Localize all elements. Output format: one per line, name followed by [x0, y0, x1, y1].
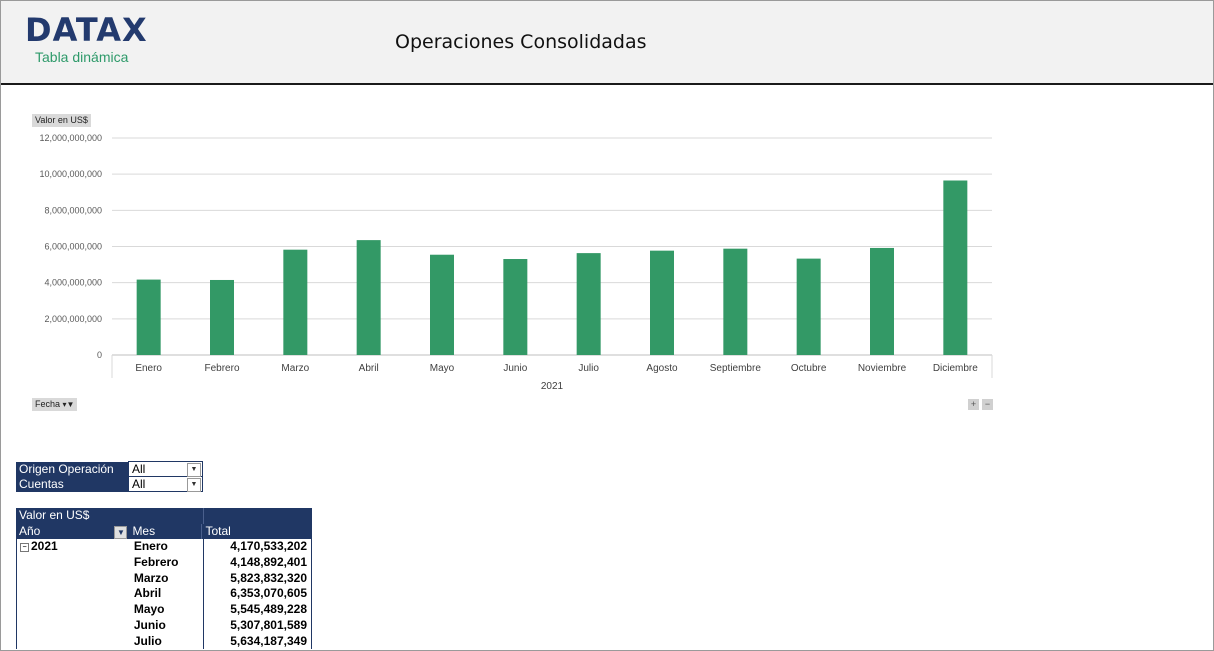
table-row: Marzo 5,823,832,320 [17, 570, 311, 587]
chart-bar [650, 250, 674, 355]
filter-select-origen[interactable]: All ▼ [128, 461, 203, 477]
y-tick-label: 4,000,000,000 [44, 278, 102, 288]
table-row: Julio 5,634,187,349 [17, 633, 311, 650]
pivot-year-cell-empty [17, 602, 131, 618]
bar-chart: 0 2,000,000,000 4,000,000,000 6,000,000,000… [39, 133, 993, 392]
pivot-year-cell-empty [17, 571, 131, 587]
pivot-year-cell-empty [17, 586, 131, 602]
pivot-month: Julio [133, 633, 162, 648]
report-filters: Origen Operación All ▼ Cuentas All ▼ [16, 461, 203, 492]
pivot-body: −2021 Enero 4,170,533,202 Febrero 4,148,892,… [16, 539, 312, 650]
collapse-icon[interactable]: − [20, 542, 29, 552]
filter-label-cuentas: Cuentas [16, 476, 129, 492]
pivot-col-month: Mes [132, 523, 156, 538]
pivot-total: 5,307,801,589 [203, 617, 311, 634]
expand-field-button[interactable]: + [968, 399, 979, 410]
filter-dropdown-icon: ▾▼ [62, 400, 75, 409]
pivot-total: 4,148,892,401 [203, 555, 311, 571]
pivot-year-cell-empty [17, 634, 131, 650]
value-field-button[interactable]: Valor en US$ [32, 114, 91, 127]
pivot-header: Valor en US$ Año ▼ Mes Total [16, 508, 312, 540]
table-row: −2021 Enero 4,170,533,202 [17, 539, 311, 556]
logo-subtitle: Tabla dinámica [35, 49, 129, 65]
pivot-table: Valor en US$ Año ▼ Mes Total −2021 Enero 4… [16, 508, 312, 650]
chart-bar [283, 249, 308, 355]
chevron-down-icon[interactable]: ▼ [187, 478, 201, 492]
chart-bar [356, 240, 381, 355]
y-tick-label: 6,000,000,000 [44, 242, 102, 252]
chart-bar [576, 253, 601, 355]
x-tick-label: Febrero [204, 363, 239, 374]
chart-bar [503, 259, 528, 355]
pivot-month: Febrero [133, 555, 179, 570]
pivot-month: Marzo [133, 570, 169, 585]
chart-bar [430, 254, 454, 355]
pivot-month: Mayo [133, 602, 165, 617]
x-tick-label: Julio [578, 363, 599, 374]
x-group-label: 2021 [541, 381, 564, 392]
chart-bar [870, 247, 894, 355]
pivot-col-total: Total [201, 523, 312, 540]
report-header: DATAX Tabla dinámica Operaciones Consoli… [1, 1, 1213, 85]
pivot-col-year-label: Año [19, 523, 41, 538]
x-tick-label: Mayo [430, 363, 455, 374]
y-tick-label: 12,000,000,000 [39, 133, 102, 143]
pivot-year-cell[interactable]: −2021 [17, 539, 131, 555]
chart-bar [943, 180, 968, 355]
x-tick-label: Agosto [646, 363, 678, 374]
chart-bar [136, 279, 161, 355]
table-row: Mayo 5,545,489,228 [17, 602, 311, 618]
table-row: Junio 5,307,801,589 [17, 617, 311, 634]
chart-bar [723, 248, 748, 355]
pivot-year: 2021 [31, 539, 58, 554]
pivot-month: Abril [133, 586, 162, 601]
pivot-col-year[interactable]: Año ▼ [16, 524, 129, 540]
x-tick-label: Diciembre [933, 363, 978, 374]
collapse-field-button[interactable]: − [982, 399, 993, 410]
x-tick-label: Abril [359, 363, 379, 374]
x-tick-label: Septiembre [710, 363, 762, 374]
pivot-month: Enero [133, 539, 168, 554]
pivot-year-cell-empty [17, 618, 131, 634]
pivot-total: 5,823,832,320 [203, 570, 311, 587]
pivot-total: 5,545,489,228 [203, 602, 311, 618]
filter-row-cuentas: Cuentas All ▼ [16, 476, 203, 492]
y-tick-label: 8,000,000,000 [44, 205, 102, 215]
y-tick-label: 2,000,000,000 [44, 314, 102, 324]
filter-icon[interactable]: ▼ [114, 525, 128, 539]
table-row: Abril 6,353,070,605 [17, 586, 311, 603]
chart-bar [796, 258, 821, 355]
date-field-button[interactable]: Fecha ▾▼ [32, 398, 78, 411]
filter-row-origen: Origen Operación All ▼ [16, 461, 203, 477]
date-field-label: Fecha [35, 399, 61, 409]
y-tick-label: 10,000,000,000 [39, 169, 102, 179]
pivot-total: 5,634,187,349 [203, 633, 311, 650]
y-tick-label: 0 [97, 350, 102, 360]
filter-select-cuentas[interactable]: All ▼ [128, 476, 203, 492]
pivot-total: 6,353,070,605 [203, 586, 311, 603]
chevron-down-icon[interactable]: ▼ [187, 463, 201, 477]
filter-label-origen: Origen Operación [16, 461, 129, 477]
x-tick-label: Enero [135, 363, 162, 374]
page-title: Operaciones Consolidadas [395, 31, 647, 53]
x-tick-label: Junio [503, 363, 527, 374]
chart-bar [210, 279, 234, 355]
pivot-value-header: Valor en US$ [19, 508, 90, 522]
x-tick-label: Octubre [791, 363, 827, 374]
pivot-year-cell-empty [17, 555, 131, 571]
pivot-total: 4,170,533,202 [203, 539, 311, 556]
x-tick-label: Marzo [281, 363, 309, 374]
logo: DATAX [25, 11, 148, 49]
table-row: Febrero 4,148,892,401 [17, 555, 311, 571]
pivot-month: Junio [133, 617, 166, 632]
filter-value-cuentas: All [132, 477, 146, 491]
filter-value-origen: All [132, 462, 146, 476]
x-tick-label: Noviembre [858, 363, 907, 374]
